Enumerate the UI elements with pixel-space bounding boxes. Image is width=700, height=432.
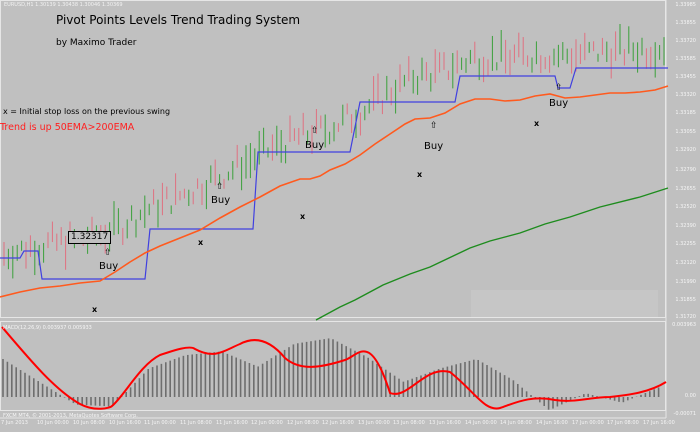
up-arrow-icon: ⇧ — [104, 248, 112, 258]
stop-loss-mark: x — [92, 305, 98, 314]
macd-label: MACD(12,26,9) 0.003937 0.005933 — [3, 325, 92, 331]
price-chart-pane[interactable] — [0, 0, 666, 318]
time-tick: 12 Jun 08:00 — [287, 420, 319, 426]
time-tick: 13 Jun 00:00 — [358, 420, 390, 426]
stop-loss-mark: x — [534, 119, 540, 128]
up-arrow-icon: ⇧ — [430, 121, 438, 131]
price-tick: 1.33720 — [675, 38, 696, 44]
symbol-info: EURUSD,H1 1.30139 1.30438 1.30046 1.3036… — [4, 2, 123, 8]
time-tick: 14 Jun 08:00 — [500, 420, 532, 426]
time-tick: 7 Jun 2013 — [1, 420, 28, 426]
time-tick: 14 Jun 16:00 — [536, 420, 568, 426]
time-tick: 12 Jun 00:00 — [251, 420, 283, 426]
stop-loss-mark: x — [300, 212, 306, 221]
macd-tick: -0.00071 — [673, 411, 696, 417]
chart-title: Pivot Points Levels Trend Trading System — [56, 13, 301, 27]
up-arrow-icon: ⇧ — [555, 83, 563, 93]
price-tick: 1.33855 — [675, 20, 696, 26]
price-tick: 1.31990 — [675, 279, 696, 285]
price-tick: 1.32920 — [675, 147, 696, 153]
time-tick: 11 Jun 00:00 — [144, 420, 176, 426]
ema200-line — [315, 187, 669, 321]
copyright: FXCM MT4, © 2001-2013, MetaQuotes Softwa… — [3, 413, 138, 419]
time-tick: 13 Jun 08:00 — [393, 420, 425, 426]
time-tick: 11 Jun 16:00 — [216, 420, 248, 426]
macd-histogram — [2, 338, 660, 410]
stop-loss-mark: x — [417, 170, 423, 179]
price-tick: 1.32120 — [675, 260, 696, 266]
price-tick: 1.32520 — [675, 204, 696, 210]
macd-tick: 0.00 — [684, 393, 696, 399]
stop-loss-mark: x — [198, 238, 204, 247]
time-tick: 17 Jun 08:00 — [607, 420, 639, 426]
price-tick: 1.33055 — [675, 129, 696, 135]
time-tick: 14 Jun 00:00 — [465, 420, 497, 426]
price-tick: 1.33585 — [675, 56, 696, 62]
price-tick: 1.32655 — [675, 186, 696, 192]
price-tick: 1.31720 — [675, 314, 696, 320]
time-tick: 13 Jun 16:00 — [429, 420, 461, 426]
price-tick: 1.33455 — [675, 74, 696, 80]
empty-panel — [471, 290, 658, 317]
price-tick: 1.31855 — [675, 297, 696, 303]
time-tick: 17 Jun 16:00 — [643, 420, 675, 426]
buy-signal: Buy — [99, 261, 119, 272]
ema50-line — [0, 85, 669, 298]
macd-signal-line — [1, 326, 667, 410]
price-tick: 1.33985 — [675, 2, 696, 8]
time-tick: 17 Jun 00:00 — [572, 420, 604, 426]
time-tick: 10 Jun 00:00 — [37, 420, 69, 426]
price-tick: 1.33185 — [675, 110, 696, 116]
macd-tick: 0.003963 — [672, 322, 696, 328]
time-tick: 11 Jun 08:00 — [180, 420, 212, 426]
up-arrow-icon: ⇧ — [216, 182, 224, 192]
pivot-line — [0, 67, 668, 280]
stop-loss-legend: x = Initial stop loss on the previous sw… — [3, 107, 171, 116]
chart-subtitle: by Maximo Trader — [56, 38, 137, 48]
price-tick: 1.33320 — [675, 92, 696, 98]
price-tick: 1.32255 — [675, 241, 696, 247]
time-tick: 12 Jun 16:00 — [322, 420, 354, 426]
time-tick: 10 Jun 16:00 — [109, 420, 141, 426]
price-tag: 1.32317 — [68, 231, 112, 244]
price-tick: 1.32390 — [675, 223, 696, 229]
trend-status: Trend is up 50EMA>200EMA — [0, 122, 135, 133]
buy-signal: Buy — [549, 98, 569, 109]
buy-signal: Buy — [305, 140, 325, 151]
buy-signal: Buy — [424, 141, 444, 152]
buy-signal: Buy — [211, 195, 231, 206]
up-arrow-icon: ⇧ — [311, 126, 319, 136]
time-tick: 10 Jun 08:00 — [73, 420, 105, 426]
price-tick: 1.32790 — [675, 167, 696, 173]
